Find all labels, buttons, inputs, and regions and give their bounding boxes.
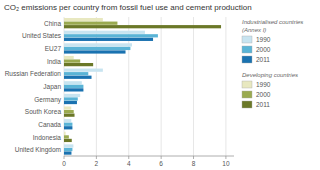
tick-mark [161, 156, 162, 159]
bar [64, 123, 72, 126]
category-label: United Kingdom [15, 146, 61, 154]
bar [64, 97, 78, 100]
tick-label: 4 [127, 160, 131, 167]
bar [64, 144, 73, 147]
bar [64, 18, 103, 21]
bar [64, 151, 71, 154]
bar [64, 47, 130, 50]
bar [64, 139, 72, 142]
bar [64, 106, 71, 109]
bar [64, 132, 66, 135]
category-label: Indonesia [33, 134, 62, 141]
category-label: South Korea [25, 108, 62, 115]
category-label: Russian Federation [5, 70, 62, 77]
bar [64, 88, 83, 91]
grid-line [225, 17, 226, 156]
legend-header: (Annex I) [242, 27, 266, 33]
bar [64, 126, 72, 129]
x-axis-line [64, 156, 234, 157]
legend-swatch [242, 36, 252, 43]
grid-line [161, 17, 162, 156]
legend-header: Developing countries [242, 72, 298, 78]
tick-mark [128, 156, 129, 159]
legend-entry: 2000 [256, 91, 271, 98]
legend-swatch [242, 101, 252, 108]
grid-line [193, 17, 194, 156]
tick-mark [225, 156, 226, 159]
bar [64, 38, 153, 41]
tick-label: 10 [222, 160, 230, 167]
bar [64, 56, 74, 59]
bar [64, 63, 93, 66]
tick-label: 8 [192, 160, 196, 167]
category-label: EU27 [45, 45, 62, 52]
bar [64, 76, 92, 79]
bar [64, 59, 80, 62]
category-label: Japan [43, 83, 61, 91]
bar [64, 81, 82, 84]
bar [64, 85, 83, 88]
tick-label: 0 [62, 160, 66, 167]
bar [64, 148, 72, 151]
category-label: Canada [38, 121, 61, 128]
bar [64, 31, 145, 34]
bar [64, 25, 221, 28]
legend-header: Industrialised countries [242, 19, 303, 25]
bar [64, 114, 75, 117]
legend-entry: 2000 [256, 46, 271, 53]
tick-mark [193, 156, 194, 159]
bar [64, 22, 117, 25]
legend-swatch [242, 56, 252, 63]
legend-entry: 2011 [256, 56, 270, 63]
bar [64, 34, 158, 37]
title: CO₂ emissions per country from fossil fu… [4, 3, 252, 12]
category-label: United States [22, 32, 62, 39]
legend-swatch [242, 46, 252, 53]
bar [64, 69, 103, 72]
tick-label: 6 [159, 160, 163, 167]
bar [64, 135, 69, 138]
tick-label: 2 [95, 160, 99, 167]
category-label: Germany [34, 96, 61, 104]
bar [64, 50, 126, 53]
legend-entry: 1990 [256, 81, 271, 88]
bar [64, 119, 71, 122]
legend-entry: 2011 [256, 101, 270, 108]
bars [64, 18, 221, 155]
legend-swatch [242, 81, 252, 88]
bar [64, 110, 74, 113]
legend-swatch [242, 91, 252, 98]
chart: CO₂ emissions per country from fossil fu… [0, 0, 320, 170]
bar [64, 94, 80, 97]
tick-mark [64, 156, 65, 159]
bar [64, 72, 88, 75]
bar [64, 101, 77, 104]
bar [64, 43, 132, 46]
category-label: India [47, 58, 61, 65]
legend-entry: 1990 [256, 36, 271, 43]
category-label: China [44, 20, 61, 27]
tick-mark [96, 156, 97, 159]
